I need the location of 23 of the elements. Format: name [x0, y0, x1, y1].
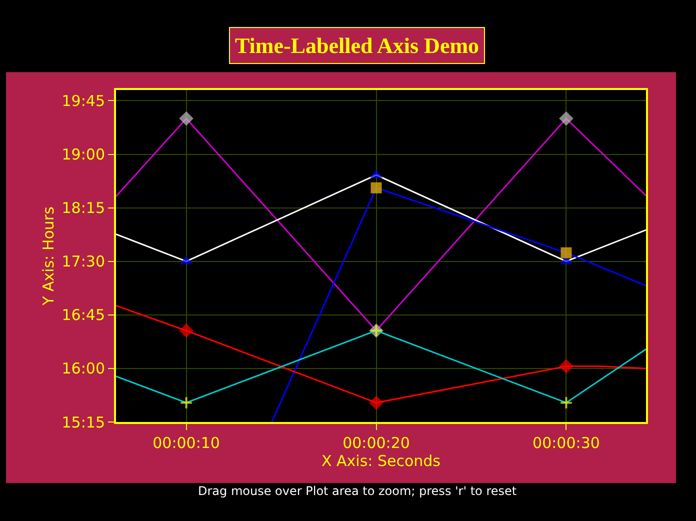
y-tick-label: 17:30	[62, 252, 105, 271]
chart-title: Time-Labelled Axis Demo	[235, 33, 480, 58]
point	[560, 396, 573, 410]
point	[560, 247, 572, 258]
point	[179, 323, 194, 338]
y-tick-label: 15:15	[62, 413, 105, 432]
y-axis-title: Y Axis: Hours	[40, 206, 58, 306]
point	[370, 182, 382, 194]
point	[369, 396, 384, 410]
text: Drag mouse over Plot area to zoom; press 'r' to reset	[198, 484, 517, 498]
point	[559, 111, 574, 126]
x-tick-label: 00:00:10	[152, 434, 220, 452]
x-tick-label: 00:00:30	[532, 434, 600, 452]
point	[559, 359, 574, 374]
y-tick-label: 16:45	[62, 306, 105, 324]
y-tick-label: 18:15	[62, 199, 105, 218]
point	[180, 396, 193, 410]
y-tick-label: 16:00	[62, 360, 105, 378]
x-tick-label: 00:00:20	[342, 434, 410, 452]
y-tick-label: 19:00	[62, 146, 105, 164]
x-axis-title: X Axis: Seconds	[321, 452, 441, 470]
y-tick-label: 19:45	[62, 92, 105, 110]
point	[179, 111, 194, 126]
